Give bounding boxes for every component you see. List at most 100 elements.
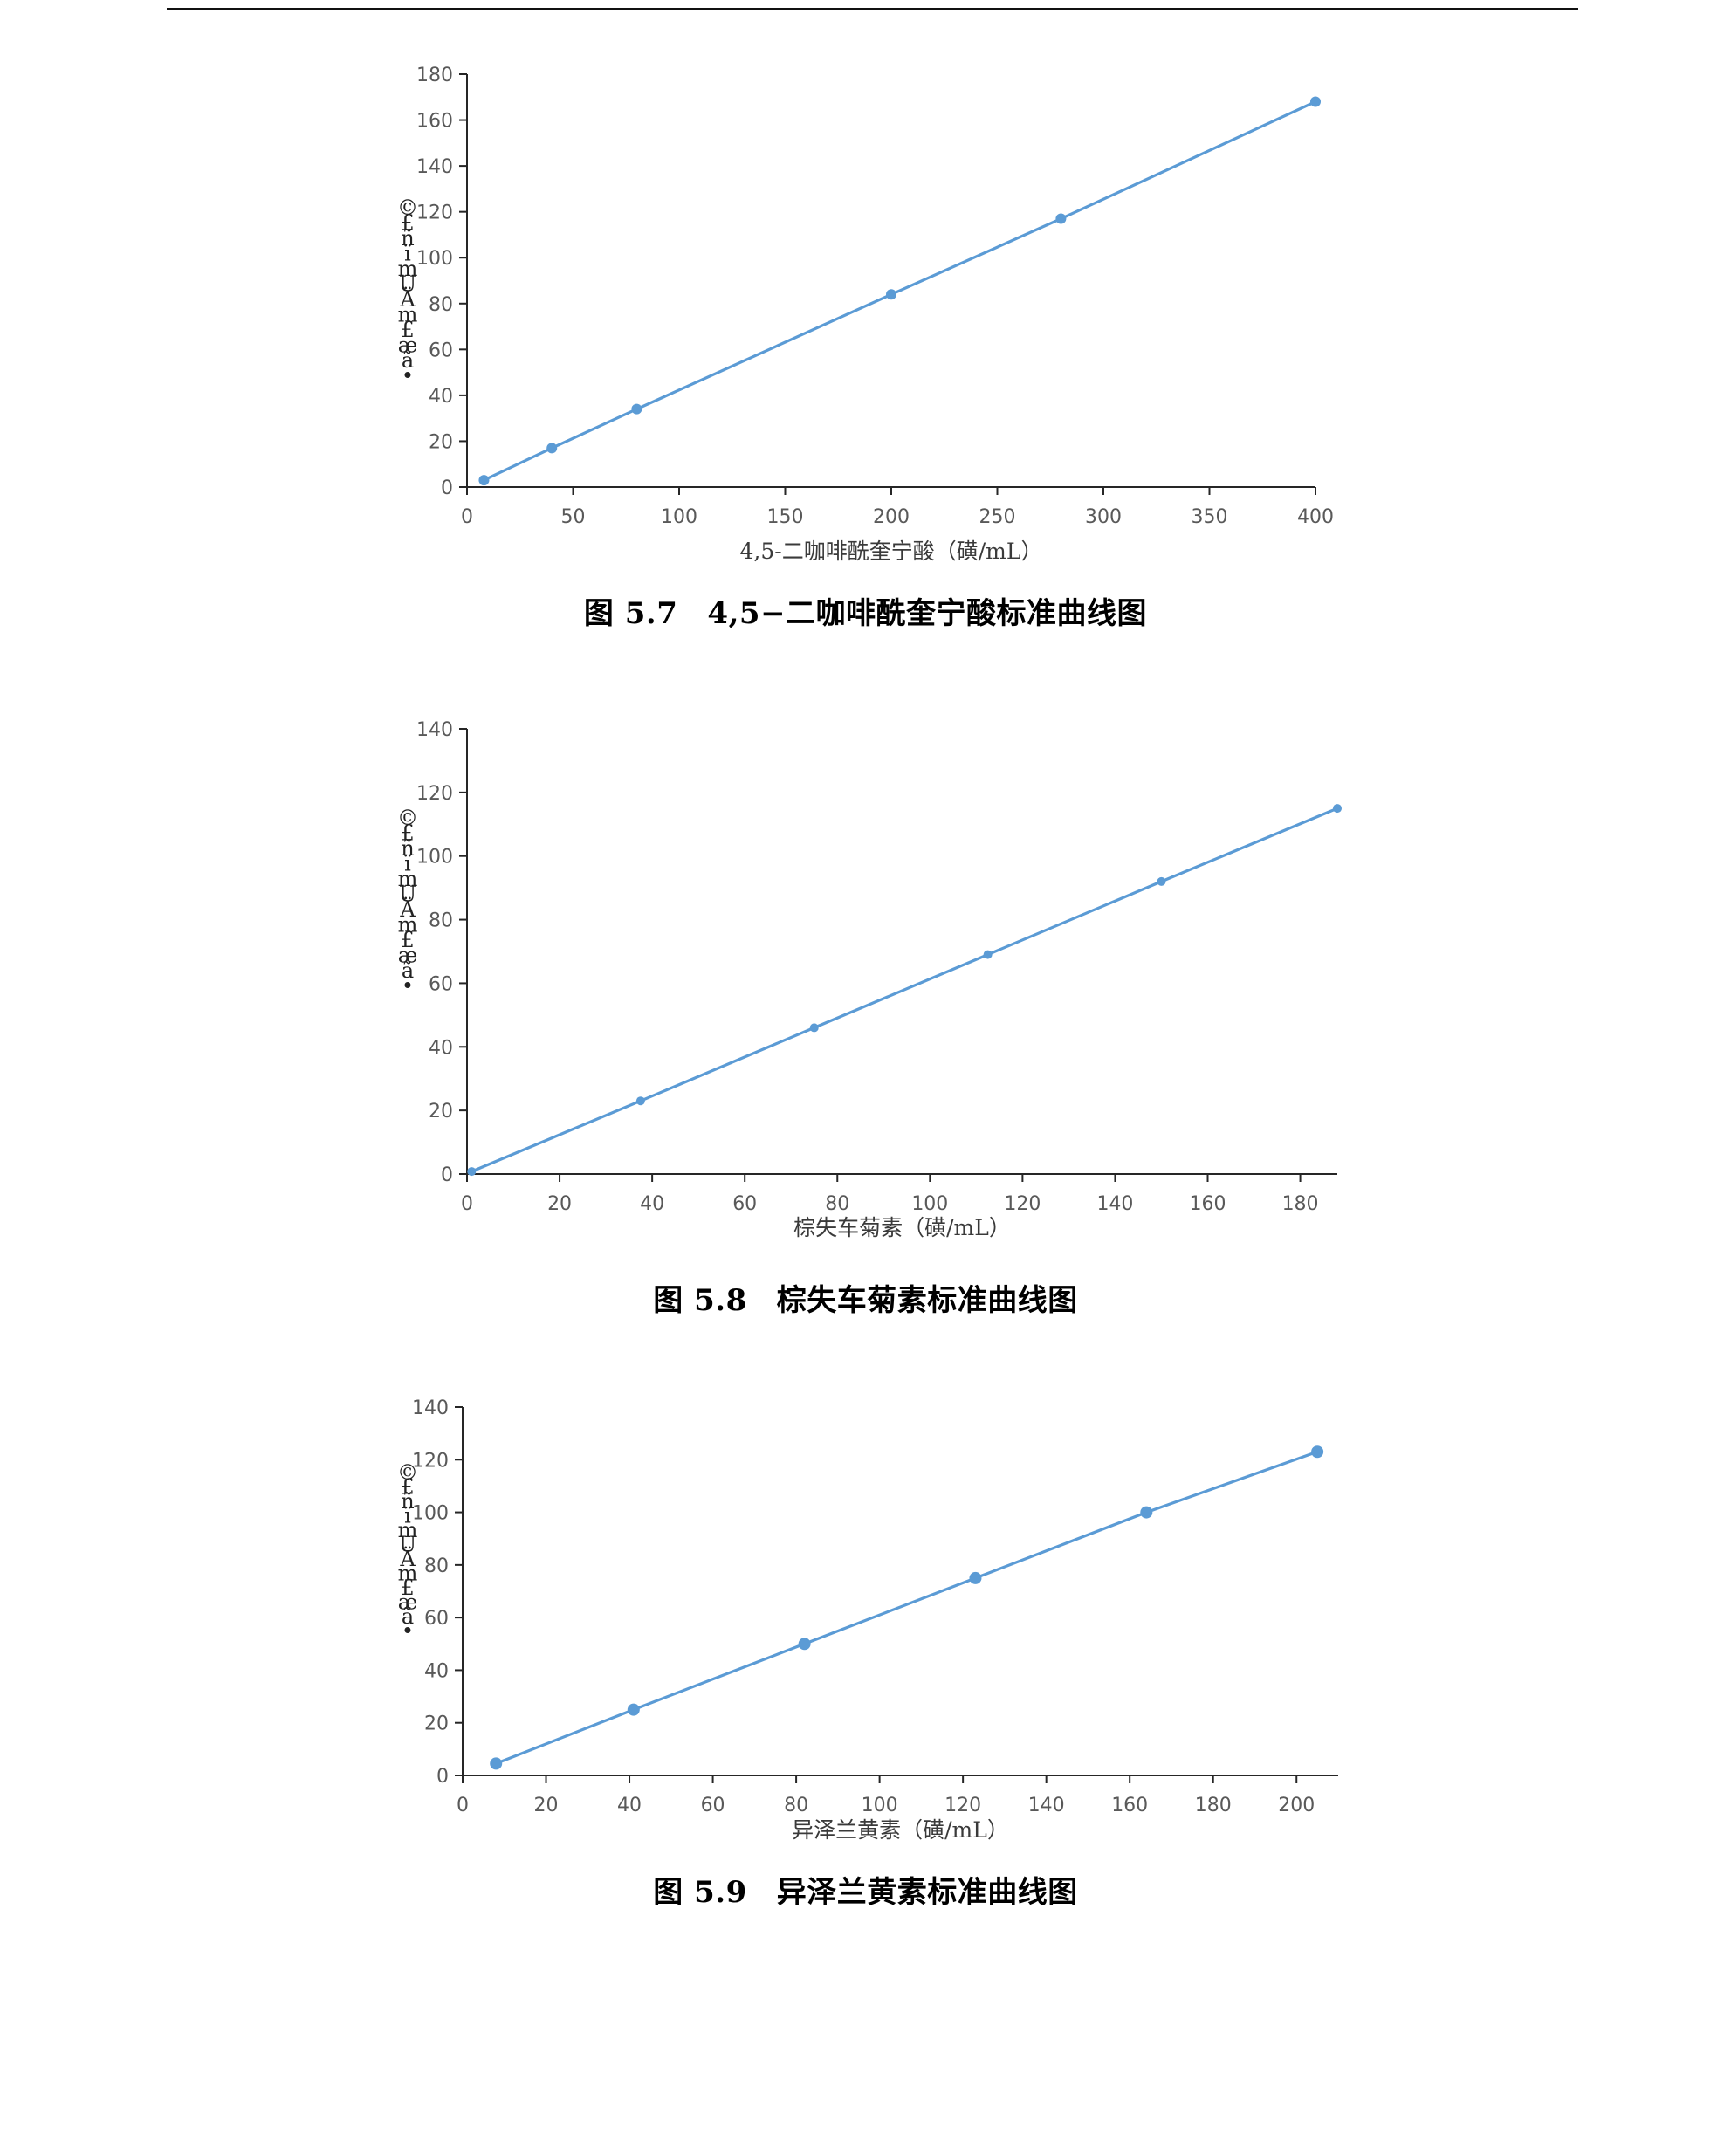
y-tick-label: 60 [424,1608,449,1630]
series-line [482,100,1317,482]
y-axis-label-glyph: ñ [401,836,414,861]
y-axis-label-glyph: æ [398,333,418,358]
y-axis-label-glyph: • [402,974,414,999]
y-tick-label: 100 [416,847,453,869]
caption-title: 4,5−二咖啡酰奎宁酸标准曲线图 [707,596,1148,631]
data-point [467,1167,477,1177]
y-tick-label: 40 [424,1660,449,1682]
y-tick-label: 0 [441,1164,453,1186]
x-tick-label: 120 [1004,1193,1041,1215]
x-tick-label: 180 [1195,1795,1232,1816]
y-axis-label-glyph: U [399,272,416,297]
y-axis-label-glyph: £ [401,928,414,952]
x-tick-label: 160 [1111,1795,1148,1816]
data-point [635,1096,645,1106]
x-tick-label: 250 [979,506,1016,528]
y-axis-label-glyph: ñ [401,226,414,251]
chart-5-8: 0 20 40 60 80 100 120 140 0 20 40 60 80 100 120 140 160 1… [397,719,1342,1240]
x-tick-label: 60 [701,1795,725,1816]
y-axis-label-glyph: Ä [399,896,416,922]
y-axis-label-glyph: ï [404,242,411,266]
x-tick-label: 150 [767,506,804,528]
y-tick-label: 60 [429,340,453,361]
y-axis-label-glyph: m [398,867,418,891]
x-tick-label: 50 [561,506,586,528]
chart-caption: 图 5.8 棕失车菊素标准曲线图 [0,1276,1731,1319]
data-point [809,1023,819,1033]
y-tick-label: 140 [416,719,453,741]
y-axis-label-glyph: m [398,1562,418,1586]
y-axis-label-glyph: • [402,364,414,388]
x-tick-label: 20 [547,1193,572,1215]
y-axis-label-glyph: © [397,196,418,220]
y-tick-label: 80 [429,910,453,932]
data-point [983,950,993,959]
chart-caption: 图 5.7 4,5−二咖啡酰奎宁酸标准曲线图 [0,589,1731,632]
x-tick-label: 0 [461,506,473,528]
x-tick-label: 60 [732,1193,757,1215]
y-axis-label-glyph: æ [398,1590,418,1615]
x-axis-label: 棕失车菊素（磺/mL） [793,1215,1011,1240]
caption-title: 异泽兰黄素标准曲线图 [776,1875,1078,1910]
y-tick-label: 120 [416,783,453,805]
x-tick-label: 100 [911,1193,948,1215]
y-tick-label: 160 [416,111,453,133]
data-point [478,475,490,486]
x-tick-label: 40 [617,1795,642,1816]
x-tick-label: 40 [640,1193,664,1215]
y-axis-label-glyph: Ä [399,1546,416,1571]
y-tick-label: 100 [416,248,453,270]
y-tick-label: 80 [429,294,453,316]
y-axis-label-glyph: £ [401,211,414,236]
x-tick-label: 140 [1096,1193,1133,1215]
data-point [798,1638,811,1651]
y-axis-label-glyph: £ [401,1576,414,1600]
y-axis-label-glyph: m [398,257,418,281]
y-tick-label: 20 [429,1101,453,1123]
x-tick-label: 0 [461,1193,473,1215]
y-axis-label-glyph: • [402,1619,414,1644]
y-tick-label: 120 [416,203,453,224]
y-tick-label: 60 [429,973,453,995]
data-point [1157,876,1166,886]
y-tick-label: 120 [412,1450,449,1472]
y-tick-label: 100 [412,1503,449,1525]
y-tick-label: 0 [436,1766,449,1788]
y-axis-label-glyph: £ [401,821,414,846]
caption-number: 图 5.7 [583,596,678,631]
y-axis-label-glyph: £ [401,1475,414,1500]
x-tick-label: 80 [825,1193,849,1215]
data-point [1140,1506,1153,1519]
data-point [1333,804,1342,814]
y-tick-label: 0 [441,477,453,499]
x-tick-label: 100 [862,1795,898,1816]
x-tick-label: 0 [457,1795,469,1816]
x-tick-label: 180 [1282,1193,1319,1215]
y-tick-label: 80 [424,1555,449,1577]
y-axis-label-glyph: æ [398,944,418,968]
x-tick-label: 350 [1192,506,1228,528]
y-tick-label: 40 [429,386,453,408]
y-tick-label: 40 [429,1037,453,1059]
x-tick-label: 20 [534,1795,559,1816]
y-tick-label: 180 [416,65,453,86]
x-axis-label: 4,5-二咖啡酰奎宁酸（磺/mL） [740,539,1043,564]
data-point [546,443,558,454]
caption-number: 图 5.9 [653,1875,747,1910]
y-axis-label-glyph: ï [404,1504,411,1528]
data-point [1310,96,1321,107]
y-tick-label: 140 [416,156,453,178]
series-line [470,807,1339,1173]
data-point [631,403,642,415]
x-tick-label: 200 [1278,1795,1315,1816]
x-tick-label: 160 [1190,1193,1226,1215]
caption-number: 图 5.8 [653,1283,747,1318]
y-axis-label-glyph: ã [402,348,414,373]
chart-5-7: 0 20 40 60 80 100 120 140 160 180 0 50 100 150 200 250 3… [397,65,1334,564]
y-axis-label-glyph: U [399,882,416,907]
y-axis-label-glyph: ñ [401,1489,414,1514]
data-point [1055,213,1067,224]
y-tick-label: 20 [429,431,453,453]
series-line [494,1450,1319,1765]
y-axis-label-glyph: m [398,913,418,937]
